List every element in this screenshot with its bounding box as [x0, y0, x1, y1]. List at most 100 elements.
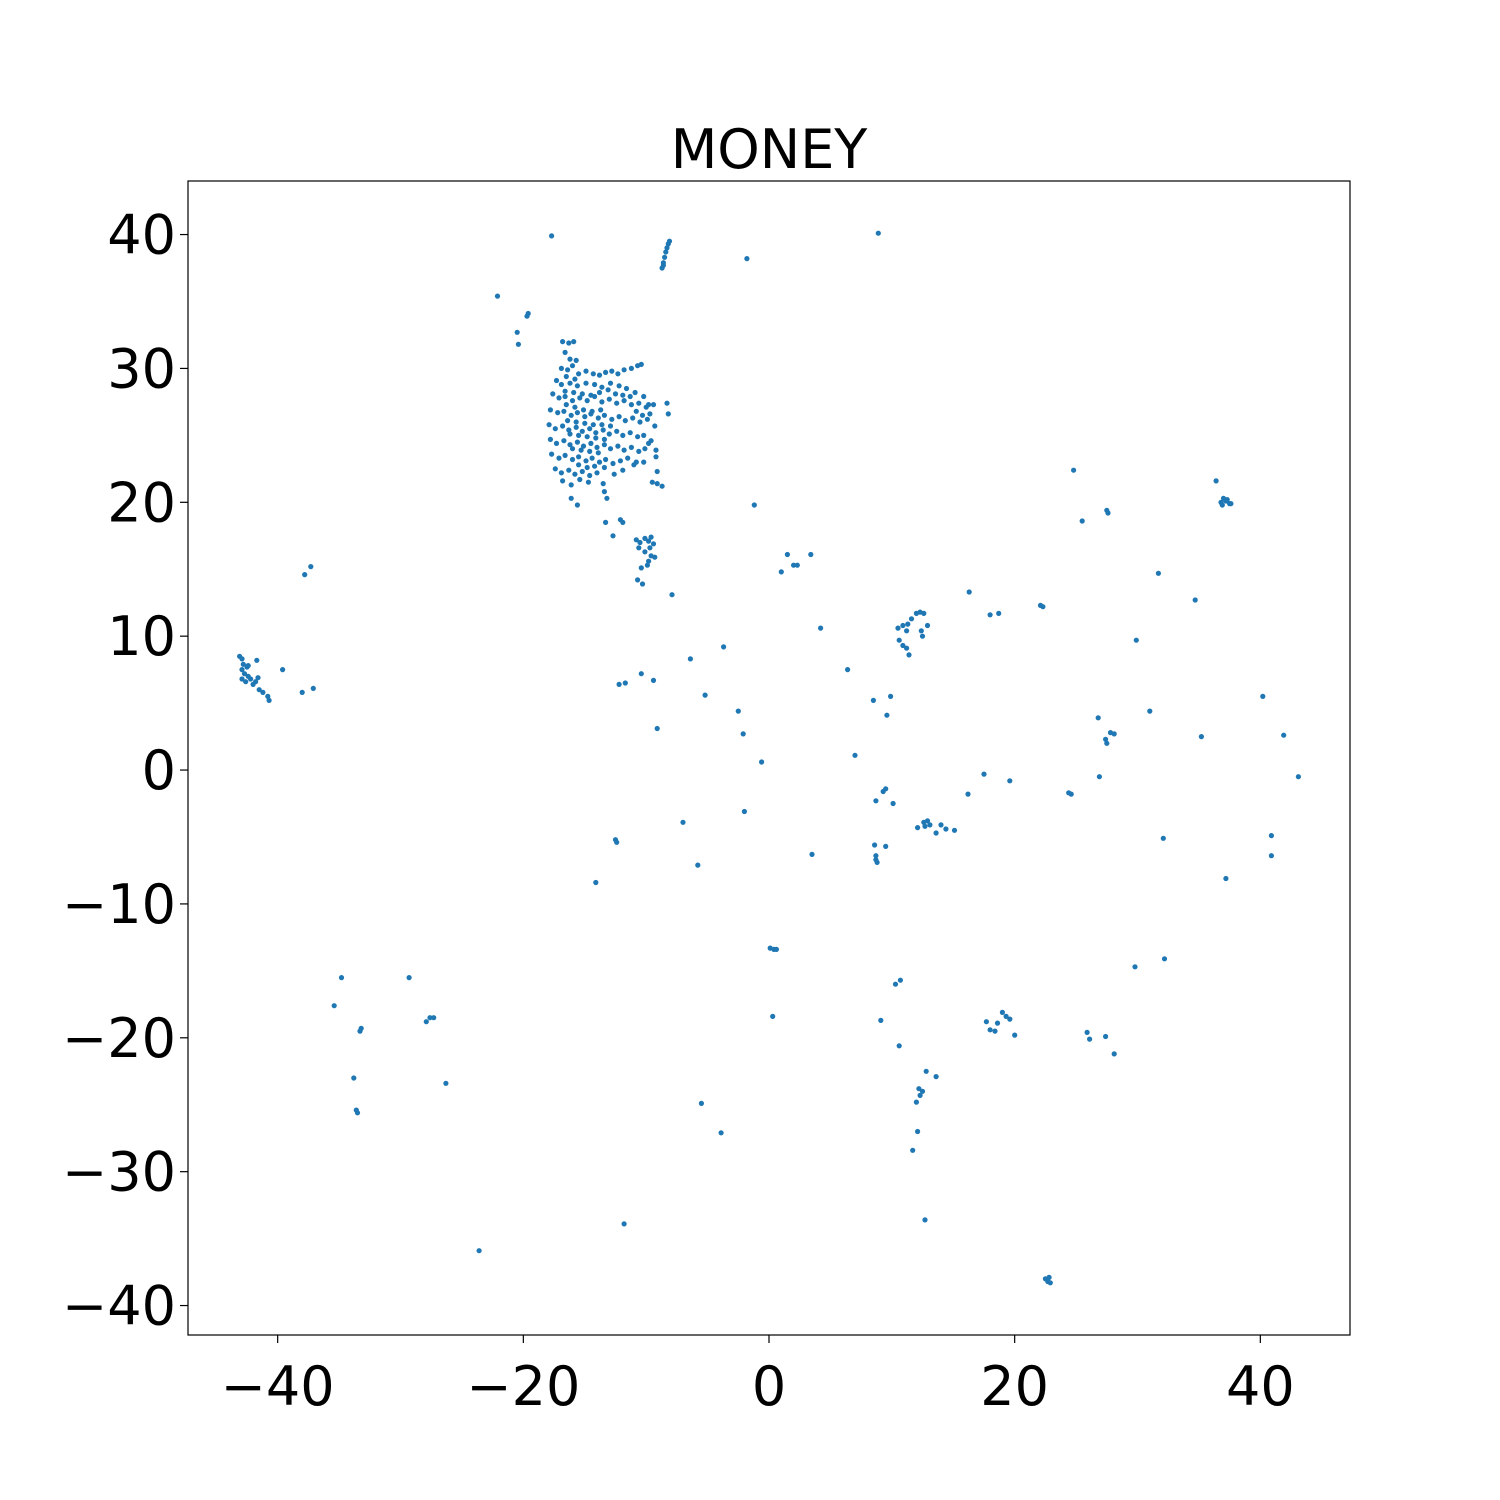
y-tick-label: 30	[107, 337, 176, 400]
y-tick-label: 0	[142, 739, 176, 802]
scatter-point	[1281, 732, 1287, 738]
scatter-point	[987, 612, 993, 618]
scatter-point	[873, 853, 879, 859]
scatter-point	[423, 1019, 429, 1025]
scatter-point	[669, 592, 675, 598]
x-tick-label: −40	[221, 1355, 335, 1418]
scatter-point	[872, 842, 878, 848]
scatter-point	[255, 675, 261, 681]
scatter-point	[1228, 501, 1234, 507]
points-layer	[237, 230, 1301, 1286]
scatter-point	[427, 1015, 433, 1021]
scatter-point	[254, 657, 260, 663]
scatter-point	[870, 697, 877, 704]
scatter-point	[660, 262, 667, 268]
scatter-point	[550, 391, 556, 397]
scatter-point	[621, 447, 627, 453]
scatter-point	[572, 471, 578, 477]
scatter-point	[884, 712, 890, 718]
scatter-point	[611, 471, 617, 477]
scatter-point	[615, 443, 621, 449]
scatter-point	[603, 519, 609, 526]
scatter-point	[646, 558, 652, 564]
scatter-point	[653, 454, 659, 460]
scatter-point	[808, 551, 814, 558]
scatter-point	[778, 569, 784, 575]
scatter-point	[579, 468, 585, 475]
scatter-point	[573, 357, 579, 363]
scatter-point	[915, 1128, 921, 1135]
plot-frame	[187, 180, 1351, 1336]
scatter-point	[590, 422, 596, 428]
chart-title: MONEY	[671, 118, 869, 181]
scatter-point	[574, 502, 581, 508]
scatter-point	[354, 1110, 361, 1116]
scatter-point	[606, 431, 612, 437]
scatter-point	[1040, 604, 1046, 610]
scatter-point	[614, 839, 620, 845]
scatter-point	[919, 633, 926, 639]
scatter-point	[680, 819, 686, 825]
scatter-point	[248, 676, 254, 682]
scatter-point	[589, 408, 595, 414]
scatter-point	[240, 661, 246, 667]
scatter-point	[921, 610, 927, 617]
scatter-point	[596, 372, 603, 378]
scatter-point	[873, 798, 879, 804]
scatter-point	[642, 446, 648, 452]
scatter-point	[1268, 833, 1274, 839]
scatter-point	[646, 402, 652, 408]
scatter-point	[773, 946, 780, 953]
scatter-point	[596, 389, 603, 396]
scatter-point	[566, 340, 572, 346]
scatter-point	[582, 414, 588, 420]
scatter-point	[649, 479, 655, 485]
scatter-point	[576, 462, 582, 468]
scatter-point	[587, 448, 593, 454]
scatter-point	[604, 495, 610, 501]
scatter-point	[603, 456, 609, 463]
scatter-point	[562, 349, 568, 355]
scatter-point	[659, 483, 665, 489]
scatter-point	[552, 426, 558, 432]
scatter-point	[638, 565, 644, 571]
scatter-point	[996, 610, 1002, 617]
scatter-point	[654, 725, 660, 732]
scatter-point	[904, 645, 910, 651]
scatter-point	[637, 539, 643, 546]
scatter-point	[584, 464, 590, 471]
scatter-point	[1132, 964, 1138, 970]
scatter-point	[1224, 497, 1230, 503]
scatter-point	[587, 426, 593, 432]
scatter-point	[1003, 1013, 1009, 1020]
scatter-point	[616, 383, 622, 389]
scatter-point	[556, 455, 562, 461]
scatter-point	[992, 1028, 998, 1034]
scatter-point	[561, 438, 567, 444]
scatter-point	[636, 448, 642, 454]
scatter-point	[560, 423, 566, 429]
scatter-point	[565, 367, 571, 373]
scatter-point	[609, 368, 615, 374]
scatter-point	[605, 387, 611, 393]
scatter-point	[607, 446, 614, 452]
scatter-point	[916, 1086, 922, 1092]
scatter-point	[744, 256, 750, 262]
scatter-point	[1071, 467, 1077, 473]
scatter-point	[576, 371, 582, 377]
scatter-point	[593, 879, 599, 886]
scatter-point	[892, 981, 899, 987]
scatter-point	[638, 671, 644, 677]
scatter-point	[568, 495, 574, 501]
x-axis: −40 −20 0 20 40	[221, 1335, 1295, 1418]
scatter-point	[622, 680, 628, 686]
scatter-point	[630, 415, 636, 421]
scatter-point	[1111, 731, 1117, 737]
scatter-point	[874, 859, 880, 866]
scatter-point	[646, 538, 652, 544]
y-axis: −40 −30 −20 −10 0 10 20 30 40	[62, 204, 188, 1338]
scatter-point	[239, 676, 245, 682]
scatter-point	[1147, 708, 1153, 714]
scatter-point	[927, 822, 933, 828]
scatter-point	[577, 476, 583, 483]
